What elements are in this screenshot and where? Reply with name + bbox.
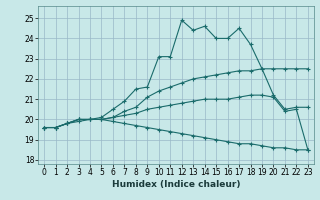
X-axis label: Humidex (Indice chaleur): Humidex (Indice chaleur) [112, 180, 240, 189]
